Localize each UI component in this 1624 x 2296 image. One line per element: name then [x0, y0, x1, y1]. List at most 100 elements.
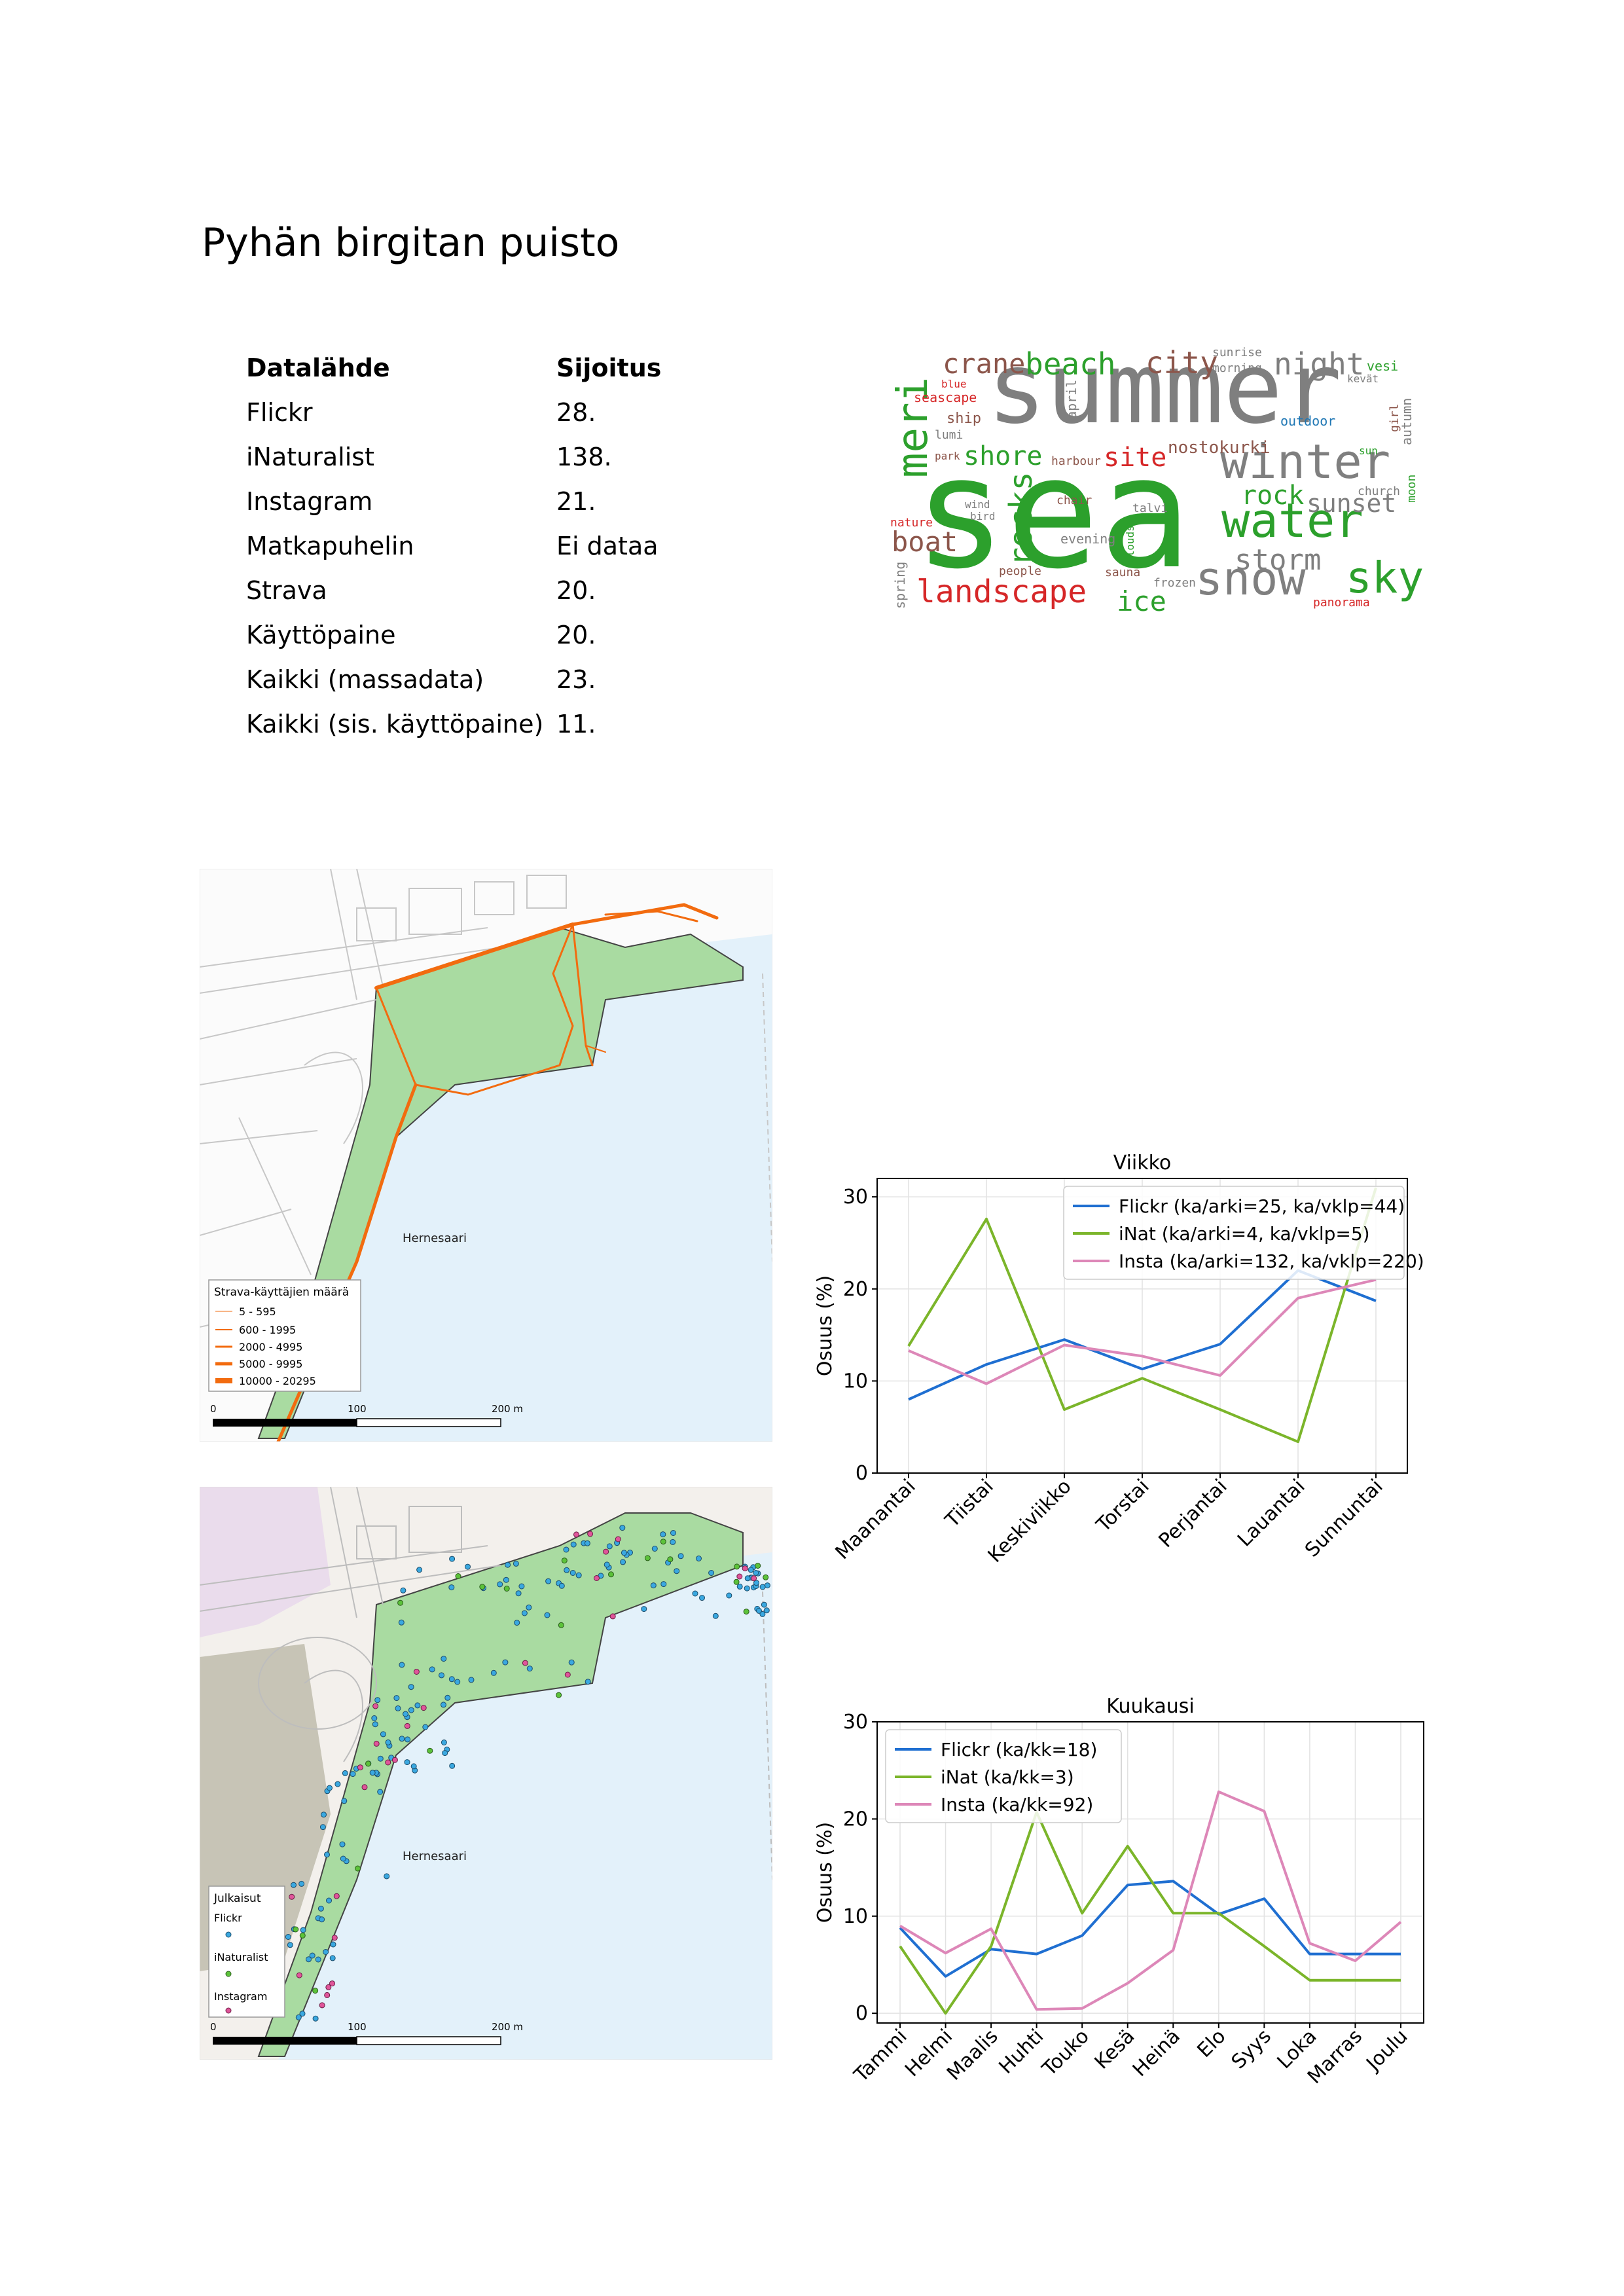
insta-point [289, 1893, 295, 1900]
legend-item: 5 - 595 [239, 1305, 276, 1318]
flickr-point [395, 1705, 401, 1711]
flickr-point [291, 1882, 297, 1888]
flickr-point [763, 1607, 770, 1614]
row-rank: 21. [556, 487, 596, 516]
scale-label: 100 [348, 1403, 367, 1415]
flickr-point [660, 1581, 667, 1588]
flickr-point [384, 1873, 390, 1880]
water-area [278, 934, 772, 1442]
word: night [1274, 346, 1364, 382]
x-tick-label: Sunnuntai [1301, 1475, 1388, 1562]
insta-point [373, 1740, 380, 1747]
inat-point [355, 1865, 361, 1872]
table-row: Käyttöpaine 20. [246, 613, 661, 657]
word: church [1358, 484, 1400, 498]
word: talvi [1132, 501, 1168, 515]
table-row: Kaikki (sis. käyttöpaine) 11. [246, 702, 661, 746]
word: site [1104, 443, 1166, 473]
legend-item: Instagram [214, 1990, 267, 2003]
flickr-point [441, 1656, 447, 1662]
insta-point [333, 1893, 340, 1899]
flickr-point [490, 1669, 497, 1676]
flickr-point [526, 1604, 532, 1611]
inat-point [365, 1760, 371, 1767]
flickr-point [497, 1581, 503, 1588]
insta-point [325, 1984, 332, 1990]
header-source: Datalähde [246, 354, 390, 382]
x-tick-label: Torstai [1092, 1475, 1154, 1537]
inat-point [733, 1578, 740, 1585]
flickr-point [585, 1679, 591, 1685]
inat-point [556, 1692, 562, 1698]
flickr-point [670, 1539, 676, 1545]
flickr-point [568, 1659, 575, 1666]
insta-point [742, 1565, 748, 1572]
row-rank: 28. [556, 398, 596, 427]
flickr-point [334, 1781, 341, 1787]
insta-point [361, 1784, 368, 1791]
insta-point [413, 1669, 420, 1675]
flickr-point [726, 1592, 732, 1599]
legend-box [1063, 1186, 1405, 1280]
inat-point [503, 1586, 510, 1592]
flickr-point [674, 1568, 680, 1575]
flickr-point [759, 1584, 766, 1590]
flickr-point [514, 1620, 520, 1626]
flickr-point [465, 1563, 471, 1570]
flickr-point [544, 1612, 550, 1618]
flickr-point [405, 1736, 411, 1743]
flickr-point [744, 1575, 751, 1582]
insta-point [594, 1575, 600, 1581]
y-tick-label: 20 [843, 1808, 868, 1831]
flickr-point [604, 1561, 610, 1568]
ranking-header-row: Datalähde Sijoitus [246, 346, 661, 390]
series-line [899, 1880, 1401, 1978]
flickr-point [660, 1531, 666, 1538]
row-rank: 20. [556, 576, 596, 605]
flickr-point [513, 1560, 519, 1567]
word: girl [1388, 404, 1401, 432]
flickr-point [300, 1927, 306, 1933]
row-source: Flickr [246, 398, 313, 427]
inat-point [558, 1622, 564, 1628]
legend-label: Insta (ka/kk=92) [941, 1794, 1093, 1815]
flickr-point [377, 1755, 384, 1762]
legend-label: Flickr (ka/arki=25, ka/vklp=44) [1119, 1195, 1405, 1217]
flickr-point [503, 1576, 509, 1583]
inat-point [734, 1563, 740, 1570]
word: seascape [914, 390, 977, 405]
row-rank: Ei dataa [556, 532, 659, 560]
flickr-point [404, 1759, 410, 1766]
flickr-point [321, 1812, 327, 1818]
insta-point [420, 1705, 427, 1711]
flickr-point [371, 1715, 378, 1721]
word: boat [892, 526, 958, 558]
insta-point [736, 1573, 743, 1580]
flickr-point [518, 1583, 525, 1590]
y-tick-label: 10 [843, 1370, 868, 1393]
y-axis-label: Osuus (%) [814, 1275, 837, 1376]
map-legend: Strava-käyttäjien määrä 5 - 595 600 - 19… [208, 1279, 361, 1392]
word: sea [914, 424, 1191, 603]
insta-point [296, 1972, 302, 1978]
flickr-point [696, 1556, 702, 1561]
x-tick-label: Maalis [943, 2025, 1003, 2085]
flickr-point [342, 1770, 348, 1776]
insta-point [564, 1671, 571, 1678]
flickr-point [454, 1679, 461, 1685]
inat-point [293, 1926, 299, 1933]
insta-point [603, 1548, 609, 1555]
flickr-point [408, 1684, 414, 1690]
inat-point [763, 1574, 769, 1580]
flickr-point [340, 1855, 346, 1862]
flickr-point [564, 1567, 570, 1573]
flickr-point [449, 1762, 456, 1769]
flickr-point [753, 1580, 759, 1586]
flickr-point [558, 1582, 565, 1589]
flickr-point [692, 1590, 698, 1597]
flickr-point [422, 1724, 429, 1730]
flickr-point [744, 1585, 750, 1592]
flickr-point [399, 1736, 405, 1742]
page-title: Pyhän birgitan puisto [202, 220, 620, 266]
map-legend: Julkaisut Flickr iNaturalist Instagram [208, 1886, 285, 2018]
